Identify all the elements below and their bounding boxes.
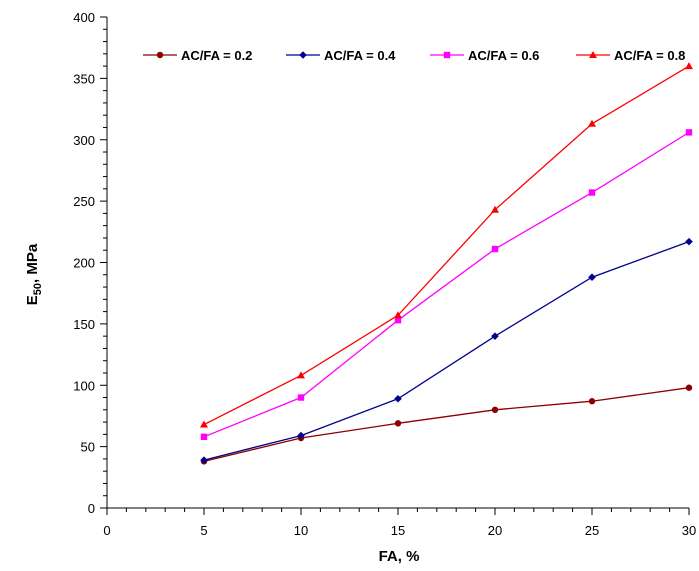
y-tick-label: 50 <box>81 440 95 455</box>
data-point <box>491 406 499 413</box>
x-tick-label: 10 <box>294 523 308 538</box>
data-point <box>394 311 402 319</box>
data-point <box>588 273 596 282</box>
data-point <box>588 189 596 196</box>
legend-swatch-marker <box>299 51 307 59</box>
x-tick-label: 20 <box>488 523 502 538</box>
data-point <box>491 332 499 340</box>
data-point <box>685 384 693 391</box>
x-tick-label: 15 <box>391 523 405 538</box>
data-point <box>297 431 305 440</box>
y-tick-label: 350 <box>73 71 95 86</box>
legend-label: AC/FA = 0.4 <box>324 48 396 63</box>
data-point <box>588 119 596 127</box>
data-point <box>200 420 208 428</box>
y-tick-label: 0 <box>88 501 95 516</box>
legend-entry: AC/FA = 0.4 <box>286 48 396 63</box>
y-tick-label: 100 <box>73 378 95 393</box>
series-3 <box>200 129 693 441</box>
data-point <box>491 205 499 213</box>
data-point <box>685 129 693 136</box>
legend-label: AC/FA = 0.2 <box>181 48 252 63</box>
series-line <box>203 65 690 426</box>
legend-entry: AC/FA = 0.8 <box>576 48 685 63</box>
y-tick-label: 150 <box>73 317 95 332</box>
x-tick-label: 30 <box>682 523 696 538</box>
legend-entry: AC/FA = 0.6 <box>430 48 539 63</box>
y-axis-title-main: E <box>24 295 41 305</box>
series-4 <box>200 62 693 428</box>
x-tick-label: 5 <box>200 523 207 538</box>
legend-label: AC/FA = 0.6 <box>468 48 539 63</box>
y-tick-label: 400 <box>73 10 95 25</box>
series-layer <box>200 62 693 465</box>
legend-entry: AC/FA = 0.2 <box>143 48 252 63</box>
data-point <box>491 245 499 253</box>
y-tick-label: 300 <box>73 133 95 148</box>
data-point <box>394 420 402 427</box>
y-axis-title-unit: , MPa <box>24 243 41 283</box>
series-line <box>203 131 690 438</box>
legend-swatch-marker <box>443 51 451 59</box>
x-axis-title: FA, % <box>379 548 420 565</box>
data-point <box>297 371 305 379</box>
data-point <box>394 316 402 324</box>
series-1 <box>200 384 693 465</box>
data-point <box>685 237 693 246</box>
data-point <box>588 398 596 405</box>
y-axis-title-subscript: 50 <box>32 283 44 295</box>
legend: AC/FA = 0.2 AC/FA = 0.4 AC/FA = 0.6 AC/FA =… <box>143 48 685 63</box>
legend-swatch-marker <box>589 51 597 58</box>
series-line <box>203 241 690 461</box>
x-tick-label: 25 <box>585 523 599 538</box>
series-line <box>203 387 690 462</box>
x-tick-label: 0 <box>103 523 110 538</box>
data-point <box>297 394 305 401</box>
series-2 <box>200 237 693 464</box>
data-point <box>394 394 402 403</box>
y-axis-title: E50, MPa <box>24 243 44 305</box>
data-point <box>200 433 208 441</box>
data-point <box>200 456 208 464</box>
y-tick-label: 250 <box>73 194 95 209</box>
y-tick-label: 200 <box>73 256 95 271</box>
data-point <box>685 62 693 70</box>
legend-swatch-marker <box>156 51 164 59</box>
legend-label: AC/FA = 0.8 <box>614 48 685 63</box>
